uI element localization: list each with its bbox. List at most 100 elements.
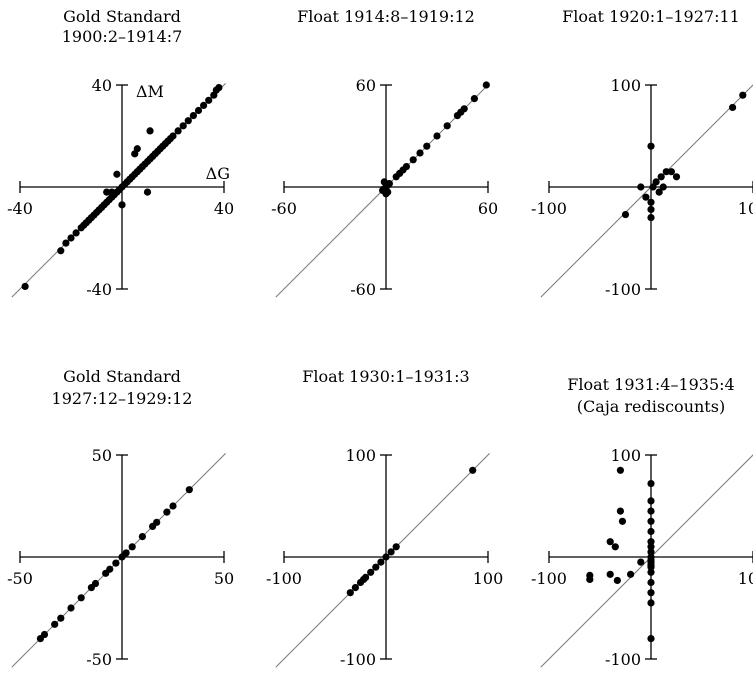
panel-6-data-point-21 bbox=[647, 479, 655, 488]
scatter-panel-4: Gold Standard 1927:12–1929:12 -50 50 50 -50 bbox=[7, 367, 234, 669]
panel-4-data-point-14 bbox=[128, 543, 136, 551]
panel-2-data-point-21 bbox=[470, 95, 478, 103]
panel-1-data-point-53 bbox=[146, 127, 154, 135]
scatter-panel-2: Float 1914:8–1919:12 -60 60 60 -60 bbox=[271, 7, 498, 299]
panel-1-data-point-3 bbox=[62, 239, 70, 247]
panel-2-y-tick-label-1: 60 bbox=[356, 76, 376, 95]
panel-4-data-point-4 bbox=[57, 614, 65, 622]
panel-3-data-point-14 bbox=[729, 103, 737, 112]
panel-6-data-point-10 bbox=[627, 570, 635, 578]
panel-6-y-tick-label-1: 100 bbox=[610, 446, 641, 465]
panel-2-data-point-20 bbox=[460, 105, 468, 113]
panel-6-data-point-24 bbox=[647, 578, 655, 587]
panel-1-x-tick-label-1: -40 bbox=[7, 199, 33, 218]
panel-6-data-point-18 bbox=[647, 517, 655, 525]
panel-6-data-point-4 bbox=[606, 538, 614, 546]
panel-3-data-point-11 bbox=[652, 178, 660, 186]
panel-6-data-point-9 bbox=[613, 576, 621, 585]
panel-3-x-tick-label-1: -100 bbox=[531, 199, 567, 218]
panel-2-x-tick-label-2: 60 bbox=[478, 199, 498, 218]
panel-6-data-point-23 bbox=[647, 568, 655, 576]
panel-3-data-point-7 bbox=[647, 205, 655, 214]
panel-5-x-tick-label-2: 100 bbox=[473, 569, 504, 588]
scatter-panel-3: Float 1920:1–1927:11 -100 100 100 -100 bbox=[531, 7, 753, 299]
panel-6-data-point-7 bbox=[586, 575, 594, 584]
panel-3-data-point-10 bbox=[647, 198, 655, 206]
panel-6-data-point-28 bbox=[647, 561, 655, 569]
panel-3-x-tick-label-2: 100 bbox=[738, 199, 753, 218]
panel-1-data-point-1 bbox=[21, 282, 29, 291]
panel-4-data-point-6 bbox=[77, 594, 85, 602]
panel-5-x-tick-label-1: -100 bbox=[266, 569, 302, 588]
panel-4-title-line-2: 1927:12–1929:12 bbox=[52, 389, 193, 408]
panel-3-data-point-4 bbox=[659, 183, 667, 191]
panel-6-title-line-1: Float 1931:4–1935:4 bbox=[567, 375, 734, 394]
panel-4-y-tick-label-2: -50 bbox=[86, 650, 112, 669]
panel-6-data-point-29 bbox=[647, 556, 655, 564]
panel-2-data-point-15 bbox=[423, 142, 431, 150]
panel-6-data-point-5 bbox=[611, 543, 619, 551]
panel-3-data-point-1 bbox=[647, 142, 655, 150]
panel-3-data-point-8 bbox=[621, 210, 630, 219]
panel-4-data-point-17 bbox=[153, 518, 161, 526]
panel-3-data-point-9 bbox=[647, 214, 655, 222]
panel-2-title-line-1: Float 1914:8–1919:12 bbox=[297, 7, 475, 26]
panel-5-data-point-5 bbox=[362, 573, 370, 582]
panel-1-data-point-4 bbox=[67, 234, 75, 242]
panel-2-data-point-13 bbox=[409, 156, 417, 164]
panel-2-data-point-14 bbox=[416, 149, 424, 157]
panel-3-y-tick-label-1: 100 bbox=[610, 76, 641, 95]
panel-2-data-point-16 bbox=[433, 132, 441, 140]
panel-6-x-tick-label-1: -100 bbox=[531, 569, 567, 588]
panel-1-data-point-44 bbox=[179, 122, 187, 130]
panel-1-data-point-43 bbox=[174, 127, 182, 135]
panel-1-x-axis-label: ΔG bbox=[206, 164, 230, 183]
panel-1-data-point-56 bbox=[103, 188, 111, 196]
panel-4-data-point-8 bbox=[91, 579, 100, 588]
panel-5-data-point-6 bbox=[367, 568, 375, 576]
panel-6-data-point-17 bbox=[647, 527, 655, 536]
panel-1-data-point-58 bbox=[113, 170, 121, 178]
panel-5-data-point-11 bbox=[392, 543, 400, 551]
panel-3-data-point-12 bbox=[657, 173, 665, 181]
panel-1-data-point-49 bbox=[205, 96, 213, 104]
panel-5-data-point-2 bbox=[351, 584, 359, 592]
panel-3-data-point-16 bbox=[642, 193, 650, 201]
panel-5-data-point-7 bbox=[372, 563, 380, 571]
panel-4-data-point-18 bbox=[163, 508, 171, 516]
panel-1-data-point-60 bbox=[131, 150, 139, 158]
panel-3-data-point-17 bbox=[655, 188, 663, 196]
panel-3-title-line-1: Float 1920:1–1927:11 bbox=[562, 7, 740, 26]
panel-6-data-point-8 bbox=[606, 570, 614, 578]
panel-4-data-point-11 bbox=[112, 559, 120, 567]
panel-1-data-point-57 bbox=[143, 188, 152, 196]
panel-4-data-point-2 bbox=[40, 630, 49, 639]
panel-1-data-point-55 bbox=[108, 188, 116, 196]
panel-1-y-tick-label-2: -40 bbox=[86, 280, 112, 299]
panel-3-data-point-13 bbox=[662, 168, 670, 176]
panel-5-data-point-12 bbox=[469, 466, 477, 474]
panel-5-data-point-10 bbox=[387, 548, 395, 556]
panel-4-x-tick-label-2: 50 bbox=[214, 569, 234, 588]
panel-4-data-point-20 bbox=[185, 486, 193, 494]
panel-4-data-point-13 bbox=[122, 549, 130, 557]
panel-6-data-point-15 bbox=[647, 543, 655, 551]
panel-6-data-point-16 bbox=[647, 538, 655, 546]
panel-1-y-axis-label: ΔM bbox=[136, 82, 164, 101]
panel-5-y-tick-label-1: 100 bbox=[345, 446, 376, 465]
panel-5-title-line-1: Float 1930:1–1931:3 bbox=[302, 367, 469, 386]
panel-6-data-point-26 bbox=[647, 599, 655, 607]
panel-2-y-tick-label-2: -60 bbox=[350, 280, 376, 299]
panel-5-data-point-1 bbox=[346, 589, 354, 597]
panel-4-data-point-10 bbox=[106, 565, 114, 573]
panel-5-data-point-8 bbox=[377, 558, 385, 566]
panel-6-diagonal-line bbox=[540, 454, 753, 668]
panel-1-y-tick-label-1: 40 bbox=[92, 76, 112, 95]
panel-3-diagonal-line bbox=[540, 84, 753, 298]
panel-1-data-point-48 bbox=[200, 101, 208, 109]
panel-1-data-point-52 bbox=[215, 83, 223, 92]
panel-2-data-point-8 bbox=[384, 188, 392, 196]
panel-1-data-point-45 bbox=[184, 117, 192, 125]
